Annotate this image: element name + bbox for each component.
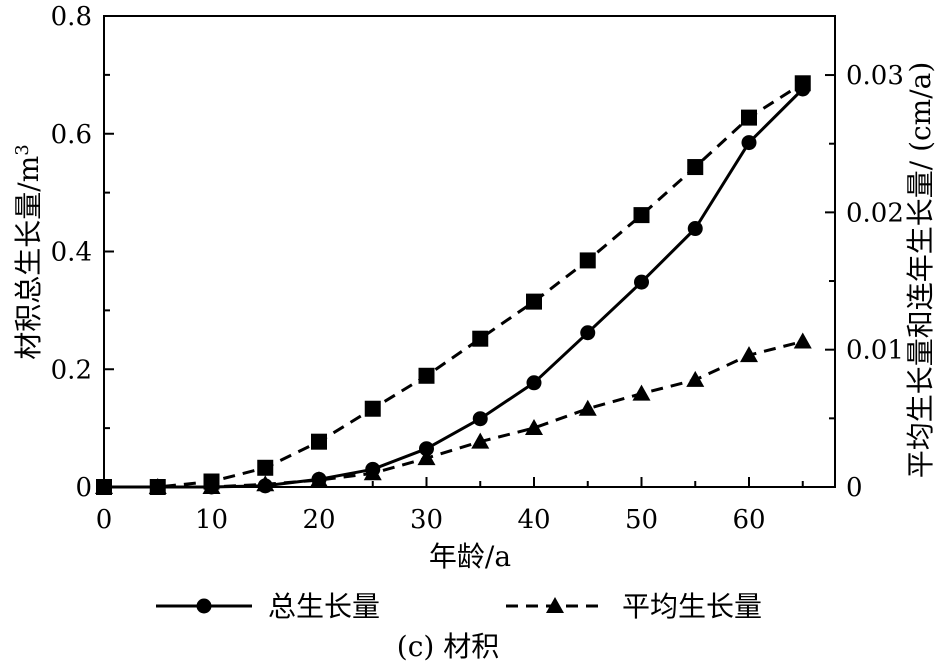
series-lines [104,82,804,489]
point-square [418,367,435,384]
x-axis-title: 年龄/a [429,540,511,573]
y2-tick-label: 0 [846,473,863,503]
point-triangle [363,464,382,481]
point-square [311,433,327,450]
y-tick-label: 0.4 [51,238,92,268]
y-axis-title-superscript: 3 [12,144,33,155]
series-markers [95,75,812,495]
point-triangle [740,346,758,363]
y-tick-label: 0.8 [51,2,92,32]
point-circle [687,221,703,237]
point-triangle [525,418,543,435]
point-square [96,479,112,495]
y2-axis-title: 平均生长量和连年生长量/ (cm/a) [904,62,937,479]
point-square [203,473,220,490]
series-line-1-triangle [104,339,804,489]
y-axis-title-main: 材积总生长量/m [12,156,45,360]
point-square [687,159,704,176]
axis-ticks [103,15,835,488]
y-tick-labels: 0 0.2 0.4 0.6 0.8 [51,2,92,503]
point-square [526,293,542,310]
x-tick-labels: 0 10 20 30 40 50 60 [96,505,766,535]
point-triangle [686,370,705,387]
point-square [633,207,650,224]
x-tick-label: 0 [96,505,113,535]
point-triangle [632,384,651,401]
x-tick-label: 10 [195,505,228,535]
point-triangle [793,332,812,349]
x-tick-label: 30 [410,505,443,535]
y-tick-label: 0.2 [51,355,92,385]
plot-frame [103,15,836,488]
point-triangle [471,432,490,449]
point-square [794,75,811,92]
legend-marker-circle [196,598,212,614]
point-circle [419,441,434,457]
series-line-0-circle [104,87,804,489]
y-tick-label: 0 [75,473,92,503]
series-line-2-square [104,82,804,489]
x-tick-label: 40 [517,505,550,535]
point-circle [472,411,488,427]
x-tick-label: 20 [302,505,335,535]
y2-tick-label: 0.02 [846,198,904,228]
point-square [472,330,489,347]
point-square [364,400,381,417]
point-circle [526,375,542,391]
legend-label-total: 总生长量 [268,590,380,623]
legend-marker-triangle [546,597,564,613]
x-tick-label: 60 [732,505,765,535]
y-tick-label: 0.6 [51,120,92,150]
point-square [257,459,274,476]
figure-caption: (c) 材积 [397,630,499,663]
x-tick-label: 50 [625,505,658,535]
point-triangle [310,471,328,488]
point-square [741,109,757,126]
point-triangle [578,399,597,416]
point-triangle [417,449,436,466]
point-triangle [256,475,275,492]
point-circle [634,274,649,290]
legend-label-average: 平均生长量 [622,590,762,623]
y2-tick-label: 0.01 [846,336,904,366]
point-square [579,252,596,269]
point-square [149,479,166,495]
y-axis-title: 材积总生长量/m3 [12,144,46,359]
y2-tick-label: 0.03 [846,61,904,91]
point-circle [580,325,596,341]
point-circle [741,135,757,151]
legend: 总生长量 平均生长量 [156,590,762,623]
y2-tick-labels: 0 0.01 0.02 0.03 [846,61,904,503]
